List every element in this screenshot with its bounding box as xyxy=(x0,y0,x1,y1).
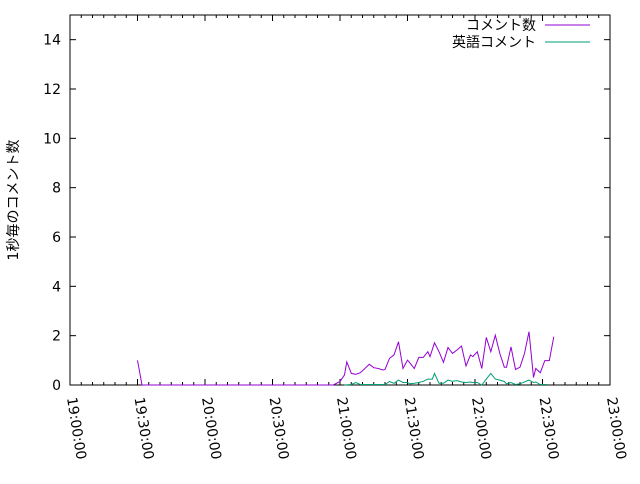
y-tick-label: 14 xyxy=(43,33,61,49)
x-tick-label: 22:30:00 xyxy=(536,396,562,461)
x-tick-label: 23:00:00 xyxy=(603,396,629,461)
series-line-1 xyxy=(345,373,548,385)
y-tick-label: 8 xyxy=(52,181,61,197)
x-tick-label: 20:00:00 xyxy=(198,396,224,461)
legend-label-1: 英語コメント xyxy=(452,34,536,51)
y-tick-labels: 0 2 4 6 8 10 12 14 xyxy=(43,33,61,394)
x-tick-label: 22:00:00 xyxy=(468,396,494,461)
x-tick-label: 19:30:00 xyxy=(131,396,157,461)
y-axis-label: 1秒毎のコメント数 xyxy=(6,140,22,261)
y-tick-label: 2 xyxy=(52,329,61,345)
x-tick-label: 21:30:00 xyxy=(401,396,427,461)
x-tick-label: 19:00:00 xyxy=(63,396,89,461)
series-lines xyxy=(137,332,553,385)
x-tick-label: 21:00:00 xyxy=(333,396,359,461)
ticks xyxy=(70,15,610,385)
y-tick-label: 4 xyxy=(52,279,61,295)
y-tick-label: 10 xyxy=(43,131,61,147)
x-tick-label: 20:30:00 xyxy=(266,396,292,461)
legend: コメント数 英語コメント xyxy=(452,18,590,51)
legend-label-0: コメント数 xyxy=(466,18,536,34)
plot-frame xyxy=(70,15,610,385)
x-tick-labels: 19:00:00 19:30:00 20:00:00 20:30:00 21:00:00… xyxy=(63,396,629,461)
y-tick-label: 12 xyxy=(43,82,61,98)
series-line-0 xyxy=(138,332,554,385)
y-tick-label: 0 xyxy=(52,378,61,394)
y-tick-label: 6 xyxy=(52,230,61,246)
